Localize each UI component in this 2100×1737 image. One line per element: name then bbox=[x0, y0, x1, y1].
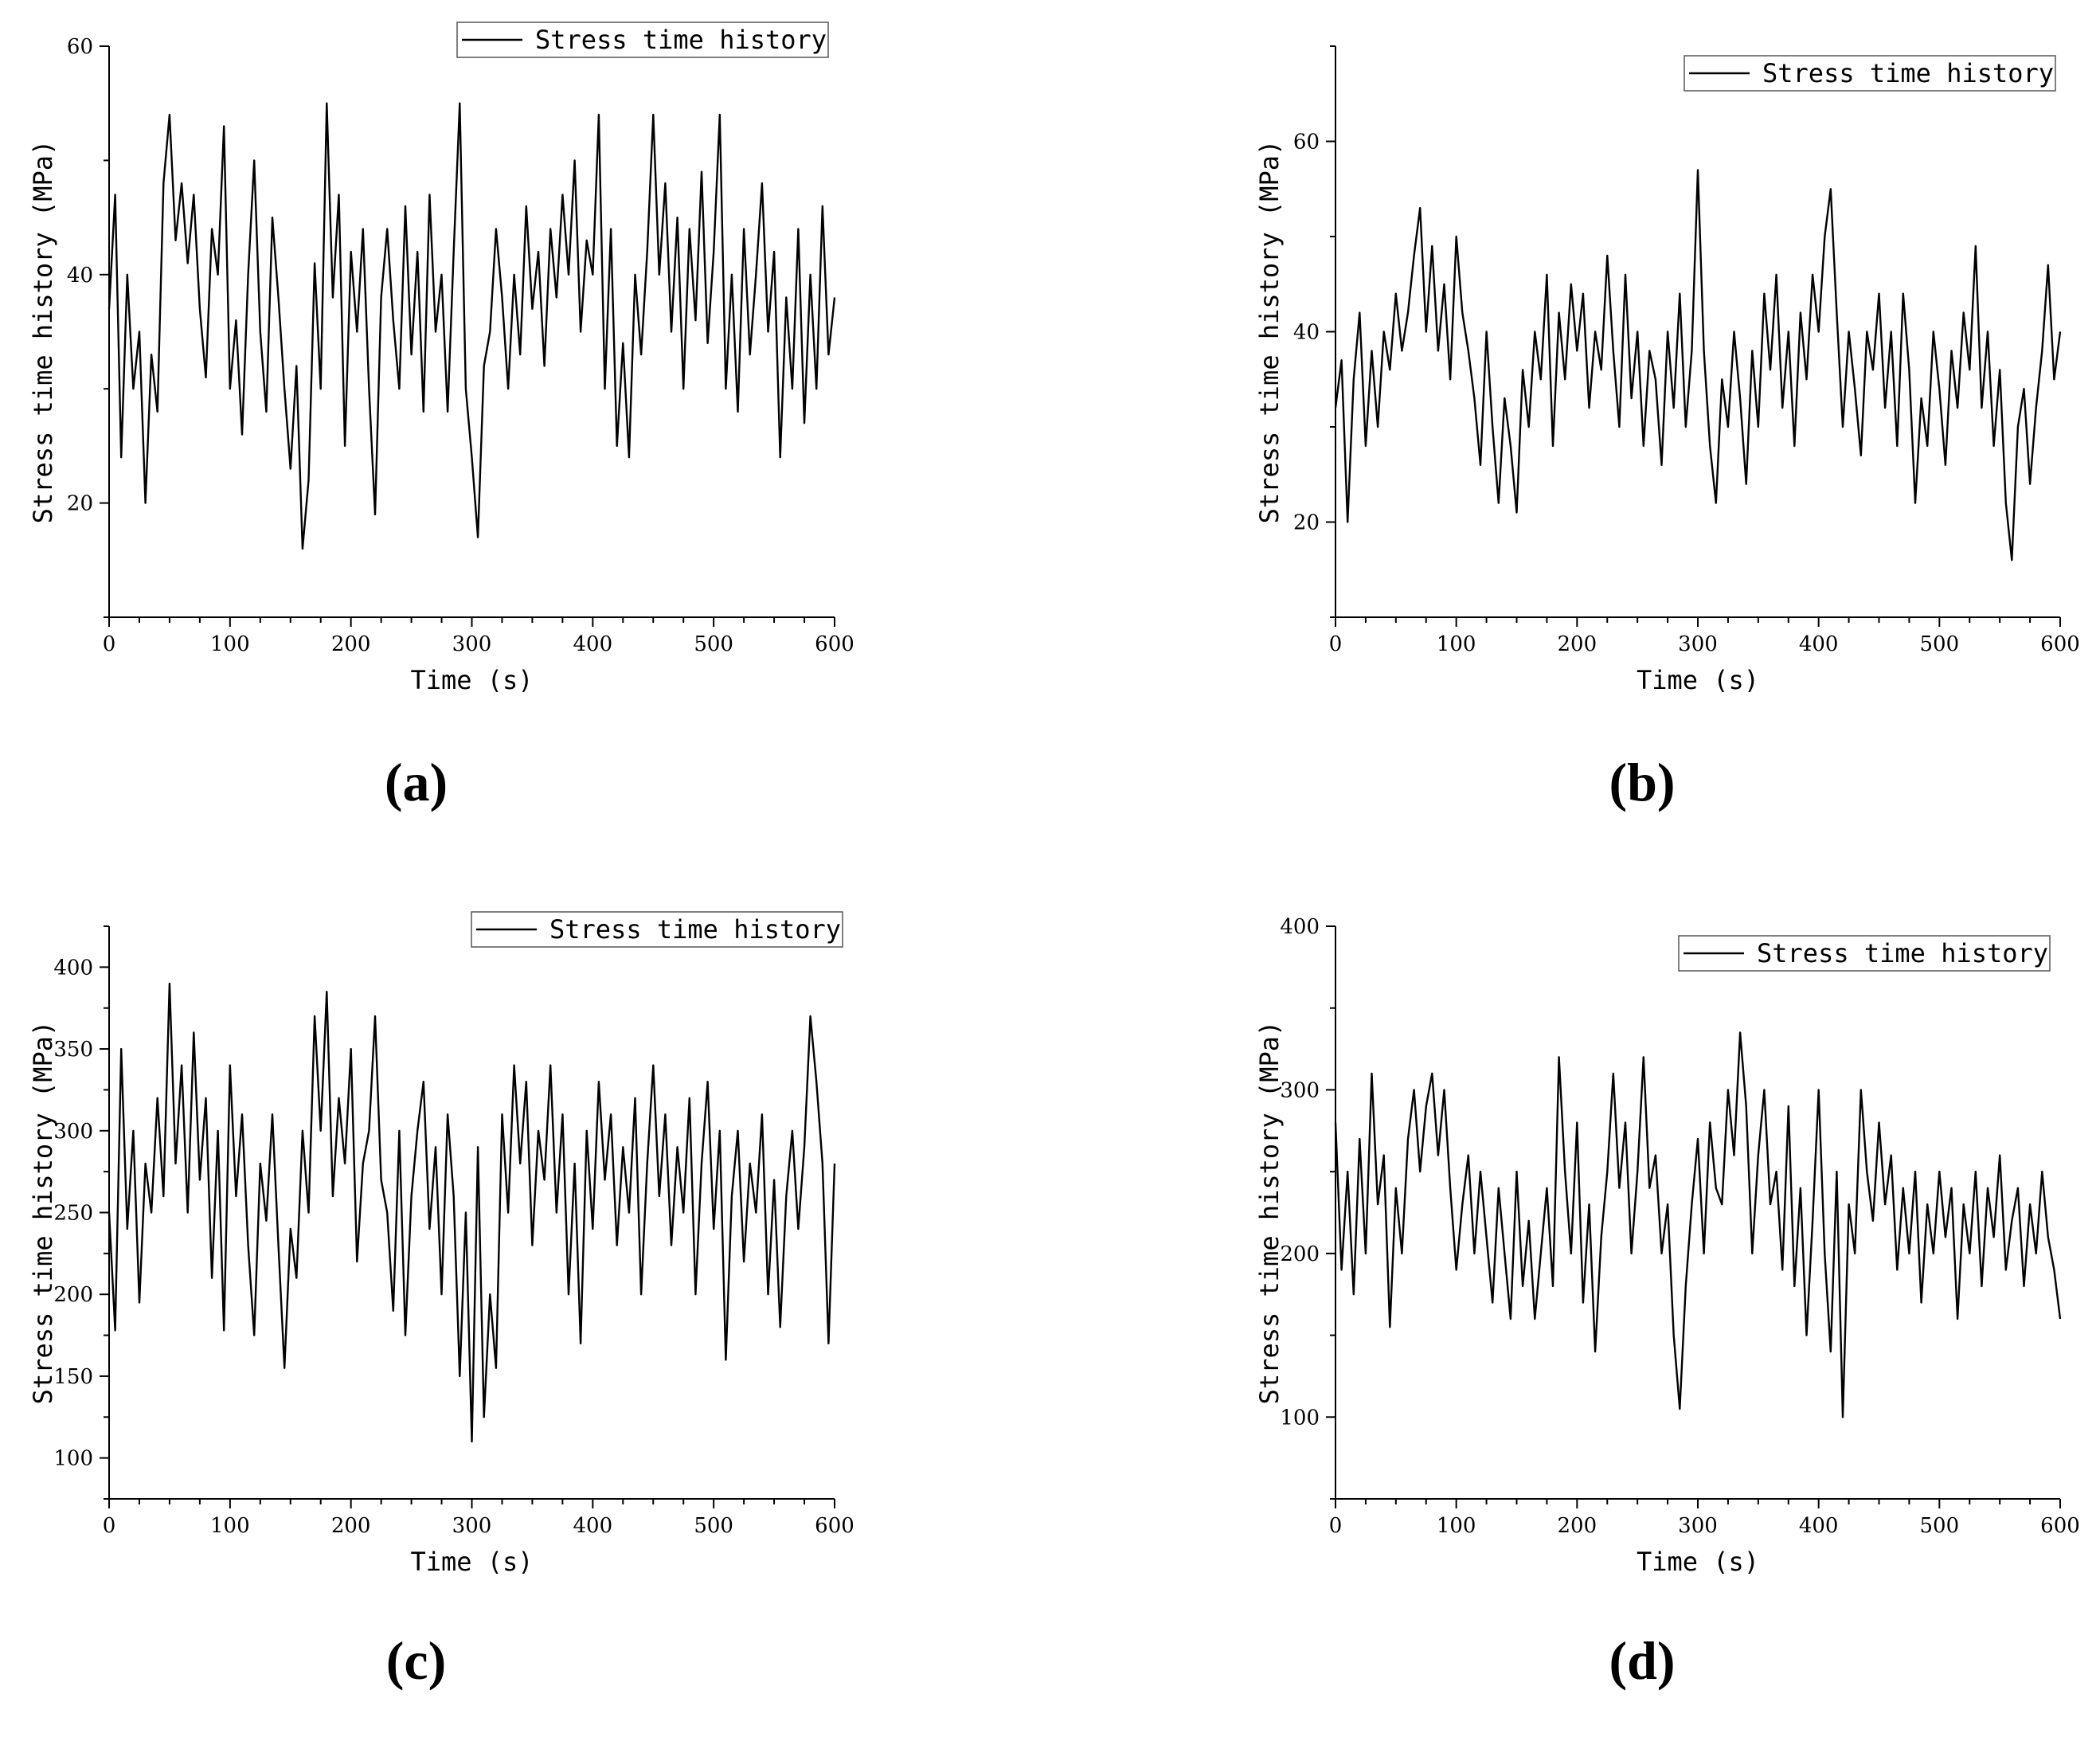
x-tick-label: 400 bbox=[573, 1514, 613, 1538]
x-tick-label: 600 bbox=[815, 632, 854, 656]
x-axis-title: Time (s) bbox=[410, 665, 533, 695]
panel-label: (a) bbox=[385, 752, 448, 812]
x-tick-label: 400 bbox=[1799, 1514, 1839, 1538]
series-line bbox=[1334, 169, 2062, 561]
series-line bbox=[108, 102, 836, 550]
x-tick-label: 200 bbox=[1558, 632, 1597, 656]
y-axis-title: Stress time history (MPa) bbox=[1254, 140, 1285, 524]
x-tick-label: 0 bbox=[103, 632, 116, 656]
y-tick-label: 200 bbox=[53, 1283, 93, 1307]
chart-panel-d: 0 100 200 300 400 500 600 100 200 300 400 Time (s) S… bbox=[1254, 915, 2080, 1691]
y-tick-label: 60 bbox=[67, 35, 93, 59]
y-tick-label: 400 bbox=[1280, 915, 1320, 939]
legend-label: Stress time history bbox=[549, 914, 841, 945]
x-tick-label: 100 bbox=[1437, 632, 1476, 656]
x-tick-label: 300 bbox=[1678, 1514, 1718, 1538]
y-tick-label: 20 bbox=[67, 492, 93, 516]
legend-label: Stress time history bbox=[1757, 938, 2048, 968]
x-tick-label: 100 bbox=[1437, 1514, 1476, 1538]
y-axis-title: Stress time history (MPa) bbox=[28, 1021, 58, 1405]
y-tick-label: 100 bbox=[1280, 1406, 1320, 1430]
series-line bbox=[1334, 1031, 2062, 1418]
y-tick-label: 200 bbox=[1280, 1242, 1320, 1266]
x-tick-label: 600 bbox=[815, 1514, 854, 1538]
y-tick-label: 60 bbox=[1293, 131, 1320, 155]
legend-label: Stress time history bbox=[535, 25, 827, 55]
y-tick-label: 400 bbox=[53, 956, 93, 980]
x-tick-label: 500 bbox=[694, 1514, 733, 1538]
x-tick-label: 300 bbox=[452, 1514, 492, 1538]
legend: Stress time history bbox=[1684, 55, 2056, 92]
x-tick-label: 500 bbox=[1920, 632, 1960, 656]
x-tick-label: 0 bbox=[1329, 1514, 1343, 1538]
series-line bbox=[108, 982, 836, 1443]
x-tick-label: 200 bbox=[331, 1514, 371, 1538]
y-tick-label: 40 bbox=[67, 264, 93, 288]
x-axis-title: Time (s) bbox=[410, 1547, 533, 1577]
legend: Stress time history bbox=[456, 22, 829, 58]
y-tick-label: 40 bbox=[1293, 321, 1320, 345]
x-tick-label: 400 bbox=[1799, 632, 1839, 656]
x-tick-label: 300 bbox=[452, 632, 492, 656]
chart-panel-a: 0 100 200 300 400 500 600 20 40 60 Time (s) Stress … bbox=[28, 22, 854, 812]
y-axis-title: Stress time history (MPa) bbox=[1254, 1021, 1285, 1405]
y-tick-label: 20 bbox=[1293, 511, 1320, 535]
x-tick-label: 500 bbox=[694, 632, 733, 656]
x-tick-label: 400 bbox=[573, 632, 613, 656]
x-tick-label: 100 bbox=[210, 632, 250, 656]
x-tick-label: 500 bbox=[1920, 1514, 1960, 1538]
y-tick-label: 350 bbox=[53, 1038, 93, 1062]
y-axis-title: Stress time history (MPa) bbox=[28, 140, 58, 524]
x-axis-title: Time (s) bbox=[1637, 1547, 1759, 1577]
legend: Stress time history bbox=[1678, 935, 2051, 972]
legend-label: Stress time history bbox=[1762, 58, 2054, 88]
y-tick-label: 300 bbox=[1280, 1078, 1320, 1102]
x-tick-label: 0 bbox=[1329, 632, 1343, 656]
x-tick-label: 0 bbox=[103, 1514, 116, 1538]
panel-label: (c) bbox=[386, 1630, 446, 1691]
x-tick-label: 200 bbox=[1558, 1514, 1597, 1538]
chart-panel-c: 0 100 200 300 400 500 600 100 150 200 250 300 350 400… bbox=[28, 911, 854, 1691]
x-tick-label: 600 bbox=[2040, 632, 2080, 656]
x-tick-label: 600 bbox=[2040, 1514, 2080, 1538]
y-tick-label: 150 bbox=[53, 1365, 93, 1389]
chart-panel-b: 0 100 200 300 400 500 600 20 40 60 Time (s) Stress … bbox=[1254, 45, 2080, 812]
x-tick-label: 200 bbox=[331, 632, 371, 656]
y-tick-label: 300 bbox=[53, 1120, 93, 1144]
x-axis-title: Time (s) bbox=[1637, 665, 1759, 695]
panel-label: (d) bbox=[1609, 1630, 1675, 1691]
y-tick-label: 100 bbox=[53, 1447, 93, 1471]
panel-label: (b) bbox=[1609, 752, 1675, 812]
y-tick-label: 250 bbox=[53, 1202, 93, 1226]
x-tick-label: 300 bbox=[1678, 632, 1718, 656]
x-tick-label: 100 bbox=[210, 1514, 250, 1538]
legend: Stress time history bbox=[471, 911, 843, 948]
